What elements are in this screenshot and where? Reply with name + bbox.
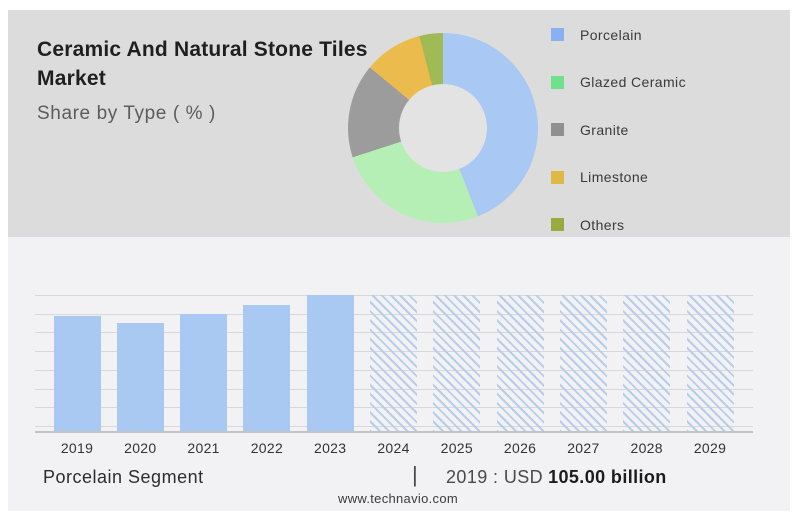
page-title: Ceramic And Natural Stone Tiles Market (37, 38, 368, 90)
legend: Porcelain Glazed Ceramic Granite Limestone O… (551, 11, 686, 249)
legend-swatch (551, 123, 564, 137)
caption-separator: | (412, 462, 418, 487)
legend-item-others: Others (551, 201, 686, 249)
caption-row: Porcelain Segment | 2019 : USD 105.00 bil… (8, 461, 790, 491)
x-label-2029: 2029 (693, 440, 727, 456)
legend-item-granite: Granite (551, 106, 686, 154)
bar-chart-panel: 2019 2020 2021 2022 2023 2024 2025 2026 2027 2028… (8, 237, 790, 511)
legend-label: Glazed Ceramic (580, 74, 686, 91)
x-label-2023: 2023 (314, 440, 347, 456)
forecast-bar-2027 (559, 295, 607, 432)
legend-swatch (551, 218, 564, 232)
legend-label: Granite (580, 121, 629, 138)
donut-chart (348, 33, 538, 223)
bar-2019 (53, 316, 101, 432)
x-label-2026: 2026 (503, 440, 537, 456)
forecast-bar-2025 (433, 295, 481, 432)
bar-2021 (180, 314, 228, 432)
legend-label: Limestone (580, 169, 649, 186)
bar-2022 (243, 305, 291, 432)
x-label-2028: 2028 (630, 440, 663, 456)
legend-item-limestone: Limestone (551, 154, 686, 202)
legend-item-porcelain: Porcelain (551, 11, 686, 59)
x-label-2025: 2025 (440, 440, 473, 456)
x-label-2020: 2020 (124, 440, 157, 456)
legend-swatch (551, 28, 564, 42)
donut-hole (399, 84, 487, 172)
x-label-2022: 2022 (250, 440, 284, 456)
legend-item-glazed-ceramic: Glazed Ceramic (551, 59, 686, 107)
x-label-2027: 2027 (567, 440, 600, 456)
bar-2020 (116, 323, 164, 432)
segment-label: Porcelain Segment (43, 467, 204, 487)
x-axis-labels: 2019 2020 2021 2022 2023 2024 2025 2026 2027 2028… (35, 440, 753, 460)
value-prefix: 2019 : USD (446, 467, 544, 487)
x-label-2024: 2024 (377, 440, 410, 456)
forecast-bar-2028 (623, 295, 671, 432)
bar-chart (35, 295, 753, 433)
legend-swatch (551, 170, 564, 184)
website-text: www.technavio.com (338, 491, 458, 506)
forecast-bar-2026 (496, 295, 544, 432)
forecast-bar-2024 (370, 295, 417, 432)
chart-subtitle: Share by Type ( % ) (37, 102, 216, 124)
forecast-bar-2029 (686, 295, 734, 432)
x-label-2019: 2019 (60, 440, 94, 456)
legend-label: Others (580, 216, 625, 233)
legend-label: Porcelain (580, 26, 642, 43)
value-amount: 105.00 billion (548, 467, 667, 487)
value-text: 2019 : USD 105.00 billion (446, 467, 667, 488)
header-panel: Ceramic And Natural Stone Tiles Market S… (8, 10, 790, 237)
x-axis-line (35, 431, 753, 433)
x-label-2021: 2021 (187, 440, 220, 456)
bar-2023 (306, 295, 354, 432)
title-block: Ceramic And Natural Stone Tiles Market S… (37, 36, 372, 125)
legend-swatch (551, 75, 564, 89)
